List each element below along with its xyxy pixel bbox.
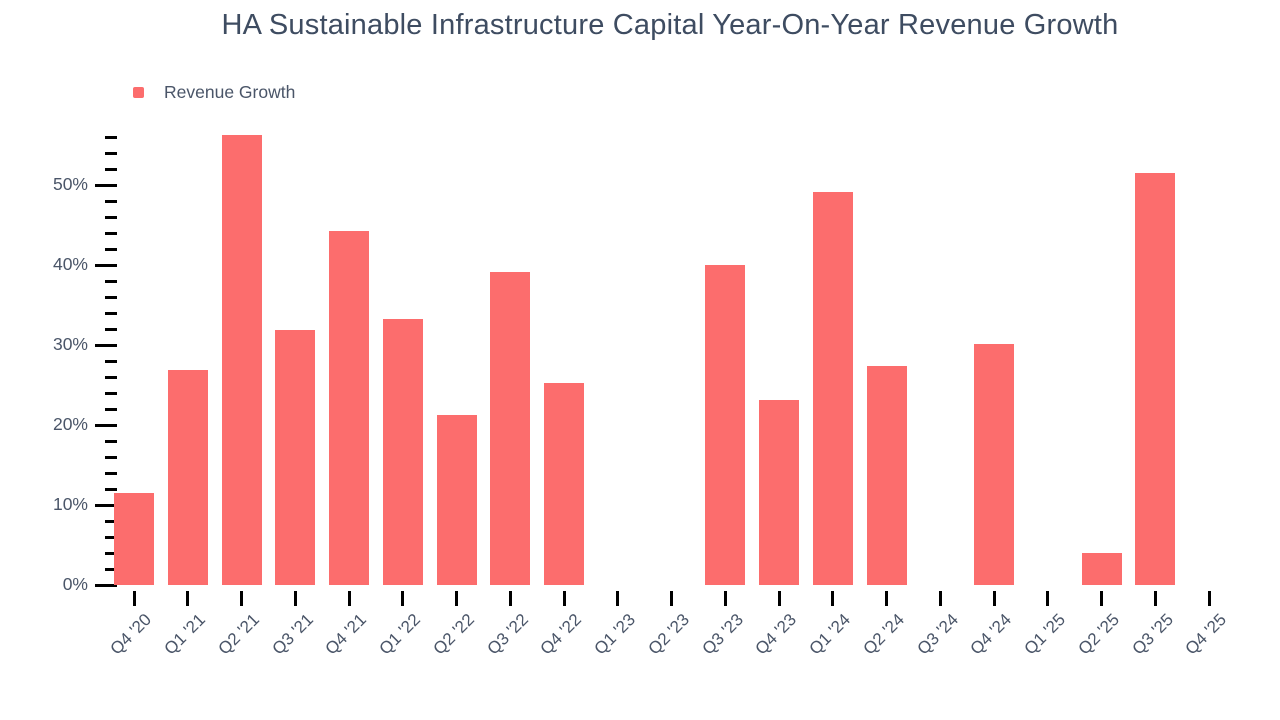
x-axis-tick [1046, 591, 1050, 606]
y-axis-minor-tick [105, 151, 117, 155]
x-axis-tick-label: Q1 '21 [160, 610, 210, 659]
legend-label: Revenue Growth [164, 82, 296, 102]
x-axis-tick [777, 591, 781, 606]
x-axis-tick-label: Q2 '23 [644, 610, 693, 659]
y-axis-tick-label: 30% [52, 334, 88, 354]
x-axis-tick [670, 591, 673, 606]
bar-q424[interactable] [974, 344, 1014, 585]
bar-q423[interactable] [759, 400, 799, 585]
y-axis-major-tick [95, 343, 117, 347]
y-axis-minor-tick [105, 231, 117, 235]
x-axis-tick-label: Q3 '23 [698, 610, 747, 659]
y-axis-minor-tick [105, 311, 117, 315]
x-axis-tick [132, 591, 136, 606]
x-axis-tick-label: Q3 '22 [483, 610, 532, 659]
bar-q322[interactable] [490, 272, 531, 585]
x-axis-tick [401, 591, 405, 606]
bar-q420[interactable] [114, 493, 154, 585]
y-axis-minor-tick [105, 359, 117, 363]
x-axis-tick-label: Q2 '25 [1074, 610, 1123, 659]
x-axis-tick-label: Q2 '22 [429, 610, 478, 659]
x-axis-tick [992, 591, 996, 606]
x-axis-tick [455, 591, 458, 606]
legend-swatch [133, 87, 144, 98]
y-axis-minor-tick [105, 567, 117, 571]
y-axis-minor-tick [105, 327, 117, 331]
x-axis-tick-label: Q1 '25 [1020, 610, 1070, 659]
y-axis-tick-label: 20% [52, 414, 88, 434]
x-axis-tick-label: Q2 '21 [214, 610, 263, 659]
y-axis-major-tick [95, 183, 117, 187]
x-axis-tick [1153, 591, 1157, 606]
legend-item-revenue-growth[interactable]: Revenue Growth [133, 82, 295, 103]
bar-q121[interactable] [167, 369, 208, 585]
x-axis-tick [1207, 591, 1211, 606]
bar-q323[interactable] [705, 265, 746, 585]
bar-q321[interactable] [275, 329, 316, 585]
y-axis-major-tick [95, 423, 117, 427]
x-axis-tick-label: Q4 '20 [106, 610, 156, 659]
bar-q421[interactable] [329, 231, 369, 585]
y-axis-minor-tick [105, 135, 117, 139]
y-axis-major-tick [95, 583, 117, 587]
chart-title: HA Sustainable Infrastructure Capital Ye… [221, 9, 1119, 41]
bar-q222[interactable] [436, 415, 477, 585]
bar-q221[interactable] [221, 134, 262, 585]
y-axis-minor-tick [105, 391, 117, 395]
bar-q224[interactable] [866, 365, 907, 585]
x-axis-tick-label: Q1 '24 [805, 610, 855, 659]
x-axis-tick-label: Q4 '22 [536, 610, 586, 659]
x-axis-tick-label: Q2 '24 [859, 610, 908, 659]
x-axis-tick [240, 591, 243, 606]
x-axis-tick-label: Q3 '21 [268, 610, 317, 659]
y-axis-minor-tick [105, 167, 117, 171]
y-axis-minor-tick [105, 551, 117, 555]
x-axis-tick-label: Q4 '21 [321, 610, 371, 659]
x-axis-tick-label: Q1 '23 [590, 610, 640, 659]
y-axis-minor-tick [105, 215, 117, 219]
y-axis-minor-tick [105, 471, 117, 475]
x-axis-tick [562, 591, 566, 606]
y-axis-minor-tick [105, 279, 117, 283]
x-axis-tick [1100, 591, 1103, 606]
x-axis-tick [508, 591, 512, 606]
x-axis-tick [723, 591, 727, 606]
x-axis-tick [186, 591, 190, 606]
y-axis-tick-label: 50% [52, 174, 88, 194]
y-axis-minor-tick [105, 519, 117, 523]
bar-q422[interactable] [544, 382, 584, 585]
x-axis-tick-label: Q4 '23 [751, 610, 801, 659]
x-axis-tick [616, 591, 620, 606]
y-axis-minor-tick [105, 535, 117, 539]
y-axis-major-tick [95, 503, 117, 507]
y-axis-minor-tick [105, 375, 117, 379]
x-axis-tick-label: Q3 '24 [913, 610, 962, 659]
y-axis-minor-tick [105, 295, 117, 299]
x-axis-tick-label: Q4 '25 [1181, 610, 1231, 659]
y-axis-tick-label: 40% [52, 254, 88, 274]
y-axis-minor-tick [105, 487, 117, 491]
x-axis-tick [831, 591, 835, 606]
bar-q225[interactable] [1081, 553, 1122, 585]
y-axis-minor-tick [105, 247, 117, 251]
x-axis-tick [293, 591, 297, 606]
y-axis-tick-label: 0% [62, 574, 88, 594]
x-axis-tick [347, 591, 351, 606]
bar-q122[interactable] [382, 319, 423, 585]
y-axis-minor-tick [105, 455, 117, 459]
y-axis-minor-tick [105, 407, 117, 411]
x-axis-tick [885, 591, 888, 606]
x-axis-tick-label: Q3 '25 [1128, 610, 1177, 659]
y-axis-major-tick [95, 263, 117, 267]
y-axis-minor-tick [105, 439, 117, 443]
bar-q124[interactable] [812, 192, 853, 585]
bar-q325[interactable] [1135, 173, 1176, 585]
y-axis-minor-tick [105, 199, 117, 203]
y-axis-tick-label: 10% [52, 494, 88, 514]
x-axis-tick-label: Q4 '24 [966, 610, 1016, 659]
x-axis-tick-label: Q1 '22 [375, 610, 425, 659]
x-axis-tick [938, 591, 942, 606]
